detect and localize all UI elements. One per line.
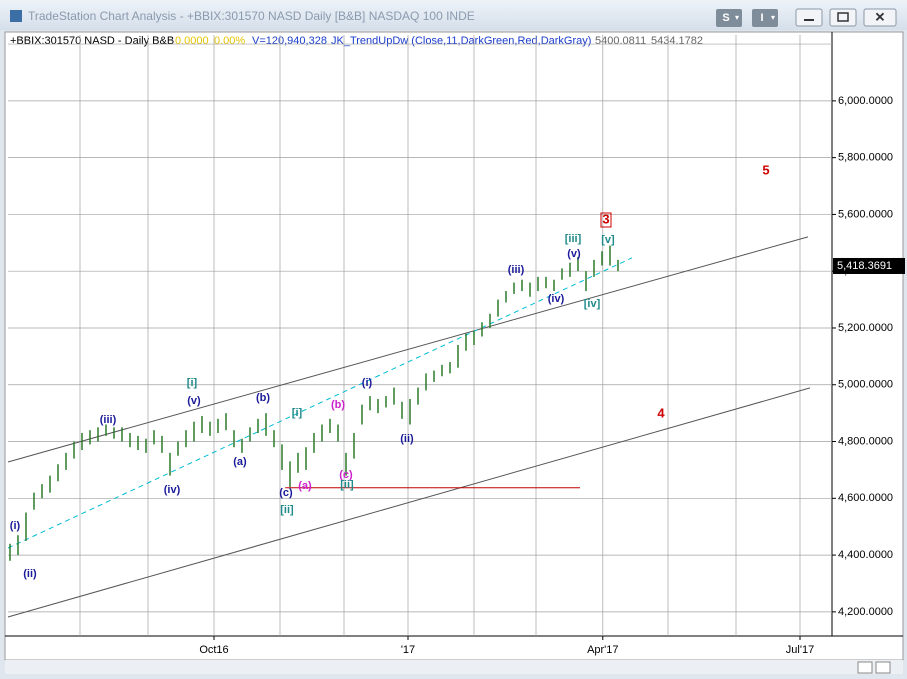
symbol: +BBIX:301570 NASD - Daily B&B: [10, 35, 174, 47]
wave-label: [i]: [187, 377, 198, 389]
wave-label: [v]: [601, 234, 615, 246]
chart-area: [4, 31, 904, 661]
i-button-label: I: [760, 12, 763, 24]
window-title: TradeStation Chart Analysis - +BBIX:3015…: [28, 9, 475, 23]
last-price-box: [833, 257, 905, 274]
scrollbar[interactable]: [5, 660, 903, 674]
wave-label: [ii]: [280, 504, 294, 516]
y-tick-label: 4,200.0000: [838, 606, 893, 618]
wave-label: (v): [567, 248, 581, 260]
wave-label: (ii): [23, 568, 37, 580]
ind-value2: 5434.1782: [651, 35, 703, 47]
wave-label: (iii): [100, 414, 117, 426]
wave-label: 5: [762, 162, 769, 177]
wave-label: (ii): [400, 433, 414, 445]
i-button[interactable]: [752, 9, 778, 27]
y-tick-label: 5,000.0000: [838, 379, 893, 391]
y-tick-label: 4,800.0000: [838, 435, 893, 447]
trend-line: [7, 236, 809, 463]
close-icon: ✕: [875, 9, 886, 24]
wave-label: 3: [602, 211, 609, 226]
x-tick-label: Apr'17: [587, 644, 618, 656]
wave-label: [iii]: [565, 233, 582, 245]
y-tick-label: 4,400.0000: [838, 549, 893, 561]
y-tick-label: 5,200.0000: [838, 322, 893, 334]
y-tick-label: 5,600.0000: [838, 208, 893, 220]
maximize-button[interactable]: [829, 8, 857, 27]
app-icon: [10, 10, 22, 22]
scroll-left[interactable]: [857, 661, 873, 674]
wave-label: [iv]: [584, 298, 601, 310]
wave-box: [600, 212, 612, 228]
i-arrow: ▾: [771, 13, 775, 22]
x-tick-label: Jul'17: [786, 644, 814, 656]
s-button-label: S: [722, 12, 729, 24]
volume: V=120,940,328: [252, 35, 327, 47]
indicator: JK_TrendUpDw (Close,11,DarkGreen,Red,Dar…: [331, 35, 591, 47]
y-tick-label: 5,800.0000: [838, 152, 893, 164]
x-tick-label: '17: [401, 644, 415, 656]
trend-line: [7, 387, 811, 618]
wave-label: [i]: [292, 407, 303, 419]
s-arrow: ▾: [735, 13, 739, 22]
s-button[interactable]: [716, 9, 742, 27]
change: 0.0000: [175, 35, 209, 47]
wave-label: (a): [233, 456, 247, 468]
wave-label: (a): [298, 480, 312, 492]
wave-label: (iv): [164, 484, 181, 496]
wave-label: (c): [279, 487, 293, 499]
wave-label: 4: [657, 405, 665, 420]
chart-header: +BBIX:301570 NASD - Daily B&B 0.0000 0.0…: [10, 35, 703, 47]
wave-label: (c): [339, 469, 353, 481]
last-price-label: 5,418.3691: [837, 260, 892, 272]
wave-label: (v): [187, 395, 201, 407]
wave-label: (i): [10, 520, 21, 532]
close-button[interactable]: [863, 8, 897, 27]
trend-line: [7, 257, 633, 549]
wave-label: (iv): [548, 293, 565, 305]
y-tick-label: 4,600.0000: [838, 492, 893, 504]
minimize-button[interactable]: [795, 8, 823, 27]
maximize-icon: [837, 12, 849, 22]
wave-label: (i): [362, 377, 373, 389]
wave-label: (iii): [508, 264, 525, 276]
wave-label: (b): [331, 399, 345, 411]
scroll-right[interactable]: [875, 661, 891, 674]
wave-label: [ii]: [340, 479, 354, 491]
change-pct: 0.00%: [214, 35, 245, 47]
wave-label: (b): [256, 392, 270, 404]
y-tick-label: 6,000.0000: [838, 95, 893, 107]
x-tick-label: Oct16: [199, 644, 228, 656]
